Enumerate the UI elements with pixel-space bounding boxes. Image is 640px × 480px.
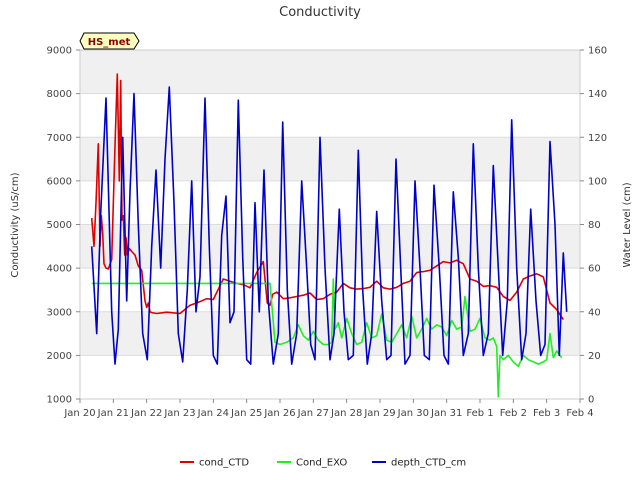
x-tick-label: Jan 31: [430, 408, 462, 419]
left-axis: 1000 2000 3000 4000 5000 6000 7000 8000 9000: [47, 46, 80, 406]
x-tick-label: Jan 24: [197, 408, 229, 419]
y2-tick-label: 120: [588, 133, 607, 144]
x-tick-label: Jan 25: [230, 408, 262, 419]
x-tick-label: Jan 28: [330, 408, 362, 419]
y2-tick-label: 80: [588, 220, 601, 231]
y-axis-title: Conductivity (uS/cm): [10, 172, 21, 277]
y2-tick-label: 20: [588, 351, 601, 362]
y2-tick-label: 100: [588, 176, 607, 187]
legend-label: Cond_EXO: [296, 458, 347, 469]
x-tick-label: Jan 26: [263, 408, 295, 419]
x-tick-label: Jan 20: [63, 408, 95, 419]
x-axis: Jan 20 Jan 21 Jan 22 Jan 23 Jan 24 Jan 25 Jan …: [63, 399, 594, 419]
x-tick-label: Jan 30: [397, 408, 429, 419]
series-line-cond-exo: [91, 278, 563, 398]
x-tick-label: Jan 23: [163, 408, 195, 419]
y2-tick-label: 40: [588, 307, 601, 318]
y-tick-label: 4000: [47, 264, 72, 275]
y-tick-label: 5000: [47, 220, 72, 231]
right-axis: 0 20 40 60 80 100 120 140 160: [580, 46, 607, 406]
x-tick-label: Jan 29: [363, 408, 395, 419]
x-tick-label: Feb 4: [566, 408, 593, 419]
legend-label: cond_CTD: [199, 458, 249, 469]
background-band: [80, 137, 580, 181]
y-tick-label: 6000: [47, 176, 72, 187]
plot-background: [80, 50, 580, 356]
legend: cond_CTD Cond_EXO depth_CTD_cm: [180, 458, 466, 469]
y2-tick-label: 160: [588, 46, 607, 57]
x-tick-label: Jan 21: [97, 408, 129, 419]
series-line-depth-ctd-cm: [90, 86, 568, 365]
gridlines: [80, 49, 580, 400]
y-tick-label: 9000: [47, 46, 72, 57]
x-tick-label: Jan 27: [297, 408, 329, 419]
y-tick-label: 7000: [47, 133, 72, 144]
y-tick-label: 2000: [47, 351, 72, 362]
y-tick-label: 3000: [47, 307, 72, 318]
site-badge-box: [79, 32, 140, 50]
site-badge-label: HS_met: [88, 37, 131, 48]
x-tick-label: Jan 22: [130, 408, 162, 419]
series-line-cond-ctd: [90, 73, 564, 321]
y2-tick-label: 60: [588, 264, 601, 275]
y2-tick-label: 0: [588, 395, 594, 406]
x-tick-label: Feb 1: [466, 408, 493, 419]
background-band: [80, 224, 580, 269]
chart-title: Conductivity: [279, 5, 361, 20]
y-tick-label: 1000: [47, 395, 72, 406]
x-tick-label: Feb 2: [500, 408, 527, 419]
series-layer: [90, 73, 568, 398]
site-badge: HS_met: [79, 32, 140, 50]
y2-axis-title: Water Level (cm): [622, 182, 633, 267]
background-band: [80, 50, 580, 94]
x-tick-label: Feb 3: [533, 408, 560, 419]
legend-label: depth_CTD_cm: [391, 458, 466, 469]
y-tick-label: 8000: [47, 89, 72, 100]
y2-tick-label: 140: [588, 89, 607, 100]
